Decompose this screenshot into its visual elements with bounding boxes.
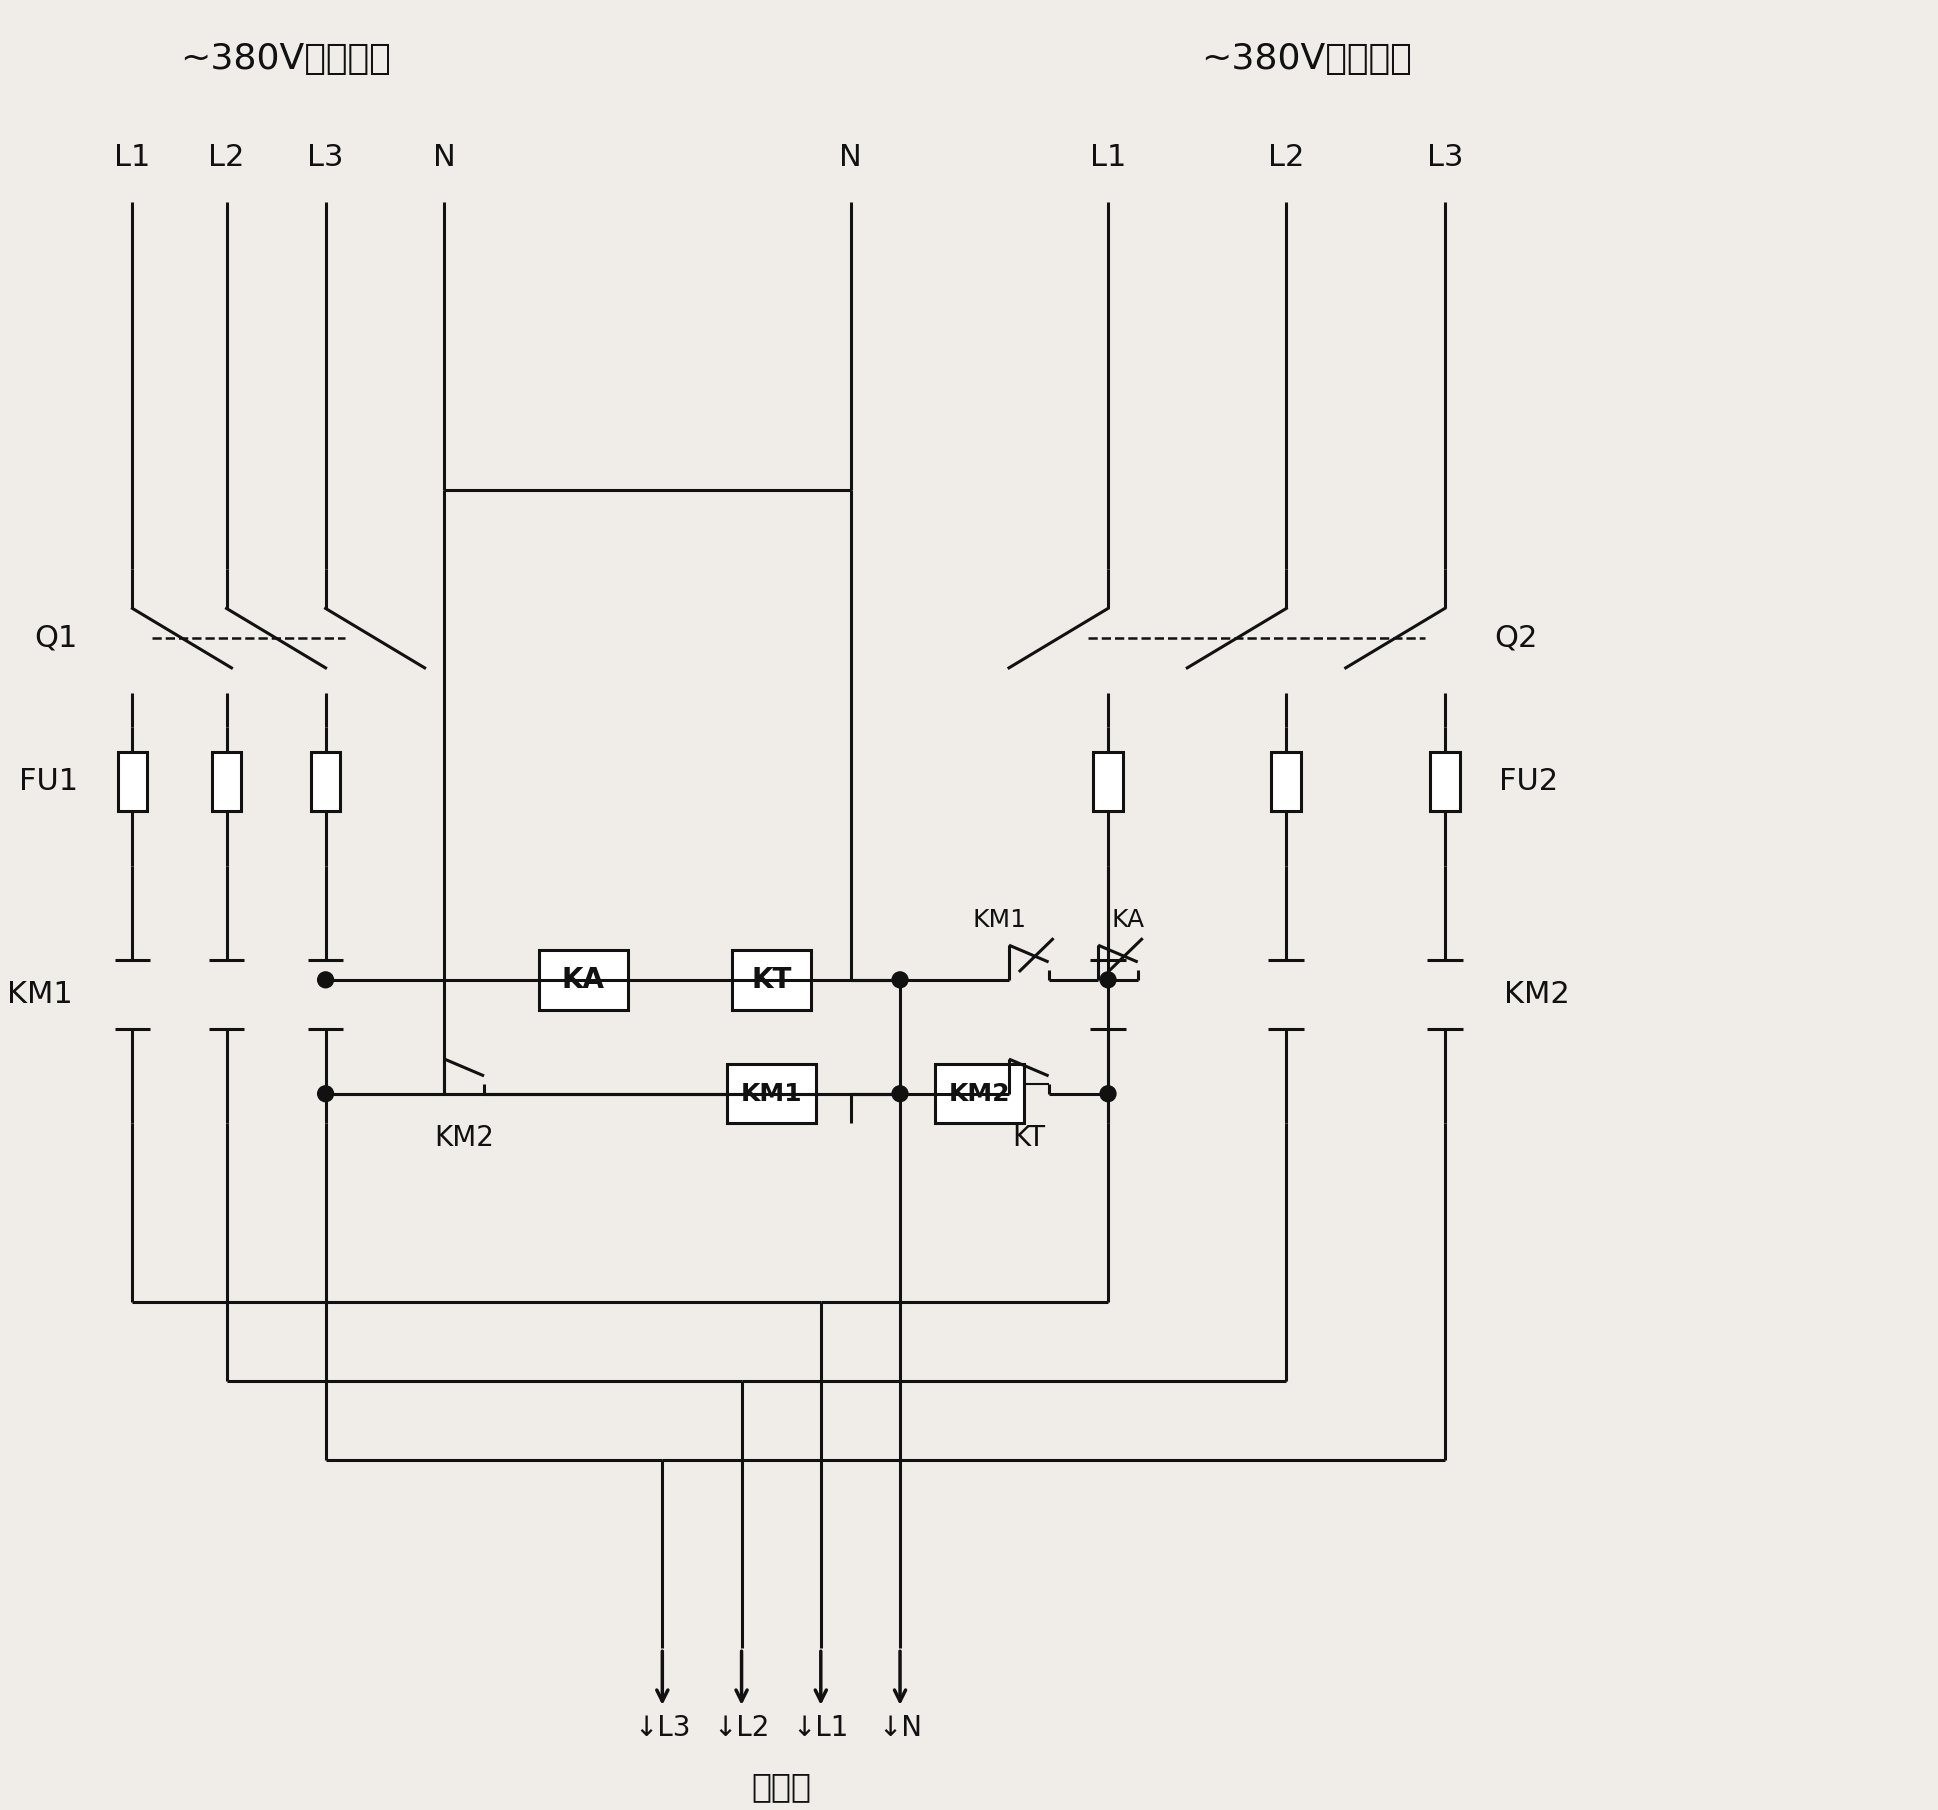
Text: ~380V备用电源: ~380V备用电源: [1202, 42, 1411, 76]
Text: L1: L1: [114, 143, 151, 172]
Circle shape: [891, 972, 909, 988]
Text: KA: KA: [1110, 909, 1145, 932]
Text: KM1: KM1: [973, 909, 1025, 932]
Text: L1: L1: [1089, 143, 1126, 172]
Bar: [1271, 751, 1300, 811]
Text: ↓N: ↓N: [878, 1714, 922, 1741]
Circle shape: [318, 1086, 333, 1102]
Text: L3: L3: [308, 143, 343, 172]
Bar: [727, 1064, 816, 1124]
Text: Q2: Q2: [1494, 624, 1537, 653]
Bar: [934, 1064, 1023, 1124]
Text: ↓L1: ↓L1: [793, 1714, 849, 1741]
Text: KM2: KM2: [948, 1082, 1010, 1106]
Text: N: N: [432, 143, 455, 172]
Text: N: N: [839, 143, 862, 172]
Text: KT: KT: [1012, 1124, 1045, 1153]
Text: L3: L3: [1426, 143, 1463, 172]
Text: FU1: FU1: [19, 767, 78, 796]
Circle shape: [891, 1086, 909, 1102]
Circle shape: [1101, 1086, 1116, 1102]
Text: ↓L3: ↓L3: [634, 1714, 690, 1741]
Bar: [211, 751, 242, 811]
Text: KA: KA: [562, 967, 605, 994]
Text: ~380V工作电源: ~380V工作电源: [180, 42, 391, 76]
Text: Q1: Q1: [35, 624, 78, 653]
Bar: [118, 751, 147, 811]
Text: KM1: KM1: [8, 981, 74, 1010]
Bar: [1430, 751, 1459, 811]
Text: 接负载: 接负载: [752, 1770, 812, 1803]
Text: KM1: KM1: [740, 1082, 802, 1106]
Text: FU2: FU2: [1500, 767, 1558, 796]
Text: ↓L2: ↓L2: [713, 1714, 769, 1741]
Bar: [310, 751, 341, 811]
Circle shape: [318, 972, 333, 988]
Text: L2: L2: [1267, 143, 1304, 172]
Text: KM2: KM2: [1504, 981, 1570, 1010]
Text: KT: KT: [752, 967, 791, 994]
Bar: [1093, 751, 1122, 811]
Bar: [733, 950, 810, 1010]
Text: KM2: KM2: [434, 1124, 494, 1153]
Circle shape: [1101, 972, 1116, 988]
Text: L2: L2: [209, 143, 244, 172]
Bar: [539, 950, 628, 1010]
